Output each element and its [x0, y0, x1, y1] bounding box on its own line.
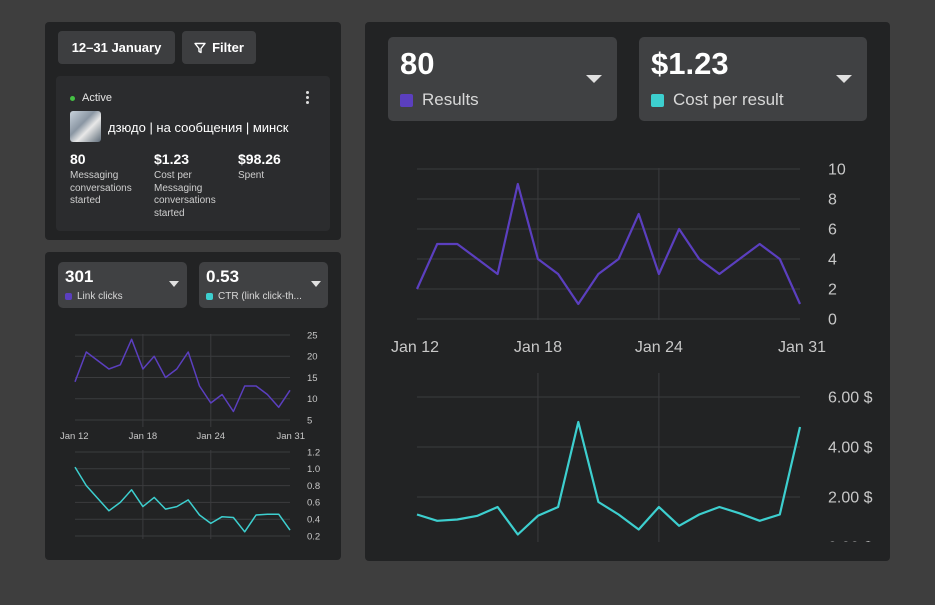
y-tick-label: 0.00 $ — [828, 540, 873, 542]
stat-label: Messaging conversations started — [70, 170, 132, 206]
y-tick-label: 10 — [307, 394, 318, 405]
y-tick-label: 6.00 $ — [828, 390, 873, 407]
metric-selector-ctr[interactable]: 0.53 CTR (link click-th... — [199, 262, 328, 308]
series-line — [415, 182, 802, 306]
metric-selector-cost-per-result[interactable]: $1.23 Cost per result — [639, 37, 867, 121]
link-clicks-chart: 25 20 15 10 5 Jan 12 Jan 18 Jan 24 Jan 31 — [60, 330, 318, 442]
metric-label-text: CTR (link click-th... — [218, 291, 302, 302]
y-tick-label: 0.4 — [307, 515, 320, 526]
stat-value: 80 — [70, 151, 86, 167]
metric-label-text: Results — [422, 90, 479, 109]
metric-value: 0.53 — [206, 267, 240, 286]
legend-swatch-icon — [65, 293, 72, 300]
y-tick-label: 4.00 $ — [828, 440, 873, 457]
metric-selector-link-clicks[interactable]: 301 Link clicks — [58, 262, 187, 308]
x-tick-label: Jan 12 — [60, 431, 89, 442]
chevron-down-icon[interactable] — [836, 75, 852, 83]
y-tick-label: 2.00 $ — [828, 490, 873, 507]
status-dot-icon — [70, 95, 75, 101]
main-charts-panel: 80 Results $1.23 Cost per result 10 8 6 4 2 0… — [365, 22, 890, 561]
ad-summary-panel: 12–31 January Filter Active дзюдо | на с… — [45, 22, 341, 240]
stat-label: Cost per Messaging conversations started — [154, 170, 216, 219]
stat-cost: $1.23 Cost per Messaging conversations s… — [154, 151, 234, 220]
y-tick-label: 0.2 — [307, 531, 320, 542]
x-tick-label: Jan 24 — [197, 431, 226, 442]
status-row: Active — [70, 92, 112, 104]
y-tick-label: 0.8 — [307, 481, 320, 492]
metric-label: Cost per result — [651, 90, 784, 110]
series-line — [74, 466, 291, 533]
ad-title[interactable]: дзюдо | на сообщения | минск — [108, 120, 289, 135]
series-line — [74, 338, 291, 413]
small-charts-panel: 301 Link clicks 0.53 CTR (link click-th.… — [45, 252, 341, 560]
stat-value: $98.26 — [238, 151, 281, 167]
cost-per-result-chart: 6.00 $ 4.00 $ 2.00 $ 0.00 $ — [416, 373, 873, 542]
legend-swatch-icon — [400, 93, 413, 107]
y-tick-label: 25 — [307, 330, 318, 341]
stat-value: $1.23 — [154, 151, 190, 167]
metric-value: 80 — [400, 46, 435, 81]
date-range-button[interactable]: 12–31 January — [58, 31, 175, 64]
y-tick-label: 0.6 — [307, 498, 320, 509]
y-tick-label: 6 — [828, 222, 837, 239]
metric-selector-results[interactable]: 80 Results — [388, 37, 617, 121]
filter-button[interactable]: Filter — [182, 31, 256, 64]
chevron-down-icon[interactable] — [311, 281, 321, 287]
results-chart: 10 8 6 4 2 0 Jan 12 Jan 18 Jan 24 Jan 31 — [391, 162, 846, 356]
more-options-icon[interactable] — [305, 91, 311, 105]
legend-swatch-icon — [206, 293, 213, 300]
metric-label-text: Link clicks — [77, 291, 123, 302]
x-tick-label: Jan 31 — [778, 339, 826, 356]
ctr-chart: 1.2 1.0 0.8 0.6 0.4 0.2 — [74, 447, 320, 542]
y-tick-label: 2 — [828, 282, 837, 299]
metric-value: 301 — [65, 267, 94, 286]
y-tick-label: 8 — [828, 192, 837, 209]
legend-swatch-icon — [651, 93, 664, 107]
y-tick-label: 20 — [307, 352, 318, 363]
x-tick-label: Jan 18 — [514, 339, 562, 356]
y-tick-label: 0 — [828, 312, 837, 329]
x-tick-label: Jan 12 — [391, 339, 439, 356]
stat-messaging: 80 Messaging conversations started — [70, 151, 150, 208]
metric-label: CTR (link click-th... — [206, 291, 302, 302]
x-tick-label: Jan 31 — [276, 431, 305, 442]
filter-label: Filter — [212, 40, 244, 55]
series-line — [416, 420, 802, 536]
metric-value: $1.23 — [651, 46, 729, 81]
y-tick-label: 5 — [307, 415, 312, 426]
metric-label: Link clicks — [65, 291, 123, 302]
y-tick-label: 15 — [307, 373, 318, 384]
stat-spent: $98.26 Spent — [238, 151, 318, 183]
y-tick-label: 10 — [828, 162, 846, 179]
x-tick-label: Jan 18 — [129, 431, 158, 442]
stat-label: Spent — [238, 170, 265, 181]
chevron-down-icon[interactable] — [586, 75, 602, 83]
metric-label: Results — [400, 90, 479, 110]
metric-label-text: Cost per result — [673, 90, 784, 109]
filter-icon — [194, 42, 206, 53]
x-tick-label: Jan 24 — [635, 339, 683, 356]
y-tick-label: 4 — [828, 252, 837, 269]
ad-thumbnail — [70, 111, 101, 142]
ad-card[interactable]: Active дзюдо | на сообщения | минск 80 M… — [56, 76, 330, 231]
y-tick-label: 1.0 — [307, 464, 320, 475]
y-tick-label: 1.2 — [307, 447, 320, 458]
status-text: Active — [82, 92, 112, 104]
chevron-down-icon[interactable] — [169, 281, 179, 287]
